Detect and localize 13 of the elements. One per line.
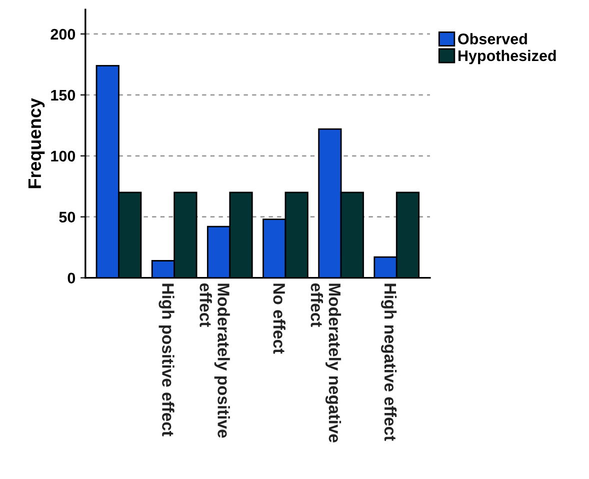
x-tick-label: No effect (273, 284, 286, 354)
y-axis-title: Frequency (28, 98, 45, 188)
legend-label: Observed (458, 33, 527, 44)
y-tick-label: 50 (59, 212, 76, 223)
legend-label: Hypothesized (458, 50, 556, 64)
y-tick-label: 150 (51, 90, 76, 101)
x-tick-label: High negative effect (381, 284, 397, 441)
y-tick-label: 100 (51, 150, 76, 162)
y-tick-label: 200 (50, 28, 76, 40)
x-tick-label: Moderately negative effect (310, 283, 342, 442)
y-tick-label: 0 (68, 272, 76, 284)
x-tick-label: Moderately positive effect (200, 283, 230, 438)
x-tick-label: High positive effect (158, 284, 174, 436)
